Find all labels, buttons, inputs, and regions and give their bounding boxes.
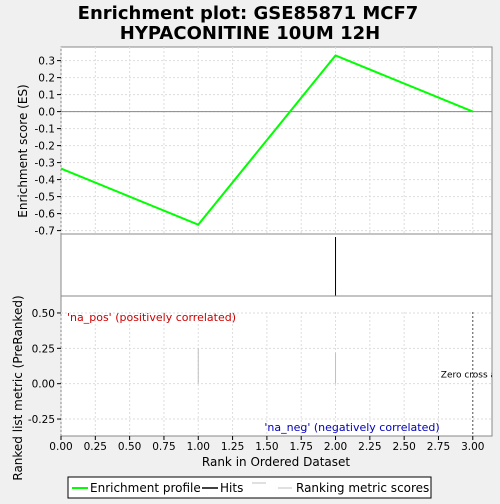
es-y-tick-label: -0.7 [35, 226, 56, 238]
metric-y-axis-label: Ranked list metric (PreRanked) [11, 295, 25, 480]
metric-y-tick-label: 0.25 [32, 343, 55, 355]
metric-y-tick-label: -0.25 [28, 414, 55, 426]
x-tick-label: 0.75 [152, 441, 175, 453]
hits-panel-background [60, 233, 493, 297]
es-y-axis-label: Enrichment score (ES) [16, 84, 30, 217]
legend-box [67, 476, 432, 499]
legend-entry-label: Enrichment profile [90, 481, 201, 495]
legend-entry-label: Hits [220, 481, 243, 495]
x-tick-label: 0.25 [84, 441, 107, 453]
metric-y-tick-label: 0.50 [32, 308, 55, 320]
es-y-tick-label: -0.4 [35, 175, 56, 187]
legend-entry-label: Ranking metric scores [296, 481, 429, 495]
es-y-tick-label: -0.1 [35, 124, 56, 136]
x-tick-label: 1.25 [221, 441, 244, 453]
metric-y-tick-label: 0.00 [32, 379, 55, 391]
x-tick-label: 2.75 [427, 441, 450, 453]
x-tick-label: 0.00 [49, 441, 72, 453]
enrichment-profile-line [60, 54, 474, 226]
positive-correlation-label: 'na_pos' (positively correlated) [67, 311, 236, 324]
zero-cross-label: Zero cross at 3 [441, 371, 500, 381]
es-y-tick-label: 0.0 [38, 107, 55, 119]
x-tick-label: 2.25 [358, 441, 381, 453]
x-tick-label: 2.50 [392, 441, 415, 453]
x-tick-label: 1.00 [187, 441, 210, 453]
es-y-tick-label: -0.3 [35, 158, 56, 170]
chart-title-line-2: HYPACONITINE 10UM 12H [120, 23, 380, 44]
es-y-tick-label: -0.6 [35, 209, 56, 221]
es-y-tick-label: -0.2 [35, 141, 56, 153]
x-tick-label: 3.00 [461, 441, 484, 453]
chart-title-line-1: Enrichment plot: GSE85871 MCF7 [78, 3, 419, 24]
metric-panel-background [60, 295, 493, 437]
es-y-tick-label: 0.2 [38, 73, 55, 85]
x-tick-label: 1.75 [290, 441, 313, 453]
x-tick-label: 2.00 [324, 441, 347, 453]
es-y-tick-label: 0.3 [38, 56, 55, 68]
es-y-tick-label: -0.5 [35, 192, 56, 204]
negative-correlation-label: 'na_neg' (negatively correlated) [264, 421, 439, 434]
es-panel-background [60, 46, 493, 235]
x-tick-label: 1.50 [255, 441, 278, 453]
x-tick-label: 0.50 [118, 441, 141, 453]
x-axis-label: Rank in Ordered Dataset [202, 455, 350, 469]
es-y-tick-label: 0.1 [38, 90, 55, 102]
